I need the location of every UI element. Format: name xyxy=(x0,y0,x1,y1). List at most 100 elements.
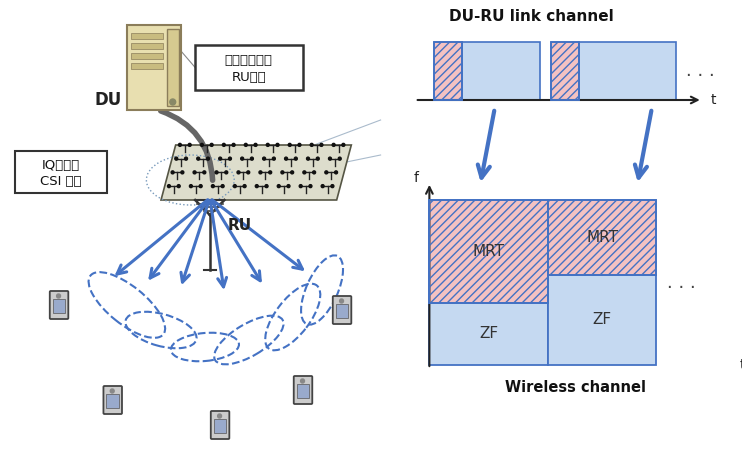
Circle shape xyxy=(181,171,184,174)
Text: MRT: MRT xyxy=(473,244,505,259)
Circle shape xyxy=(219,157,222,160)
Circle shape xyxy=(325,171,328,174)
Circle shape xyxy=(203,171,206,174)
Circle shape xyxy=(233,185,236,187)
Text: t: t xyxy=(740,358,742,372)
Text: CSI 교환: CSI 교환 xyxy=(40,175,82,188)
Text: . . .: . . . xyxy=(686,62,715,80)
FancyBboxPatch shape xyxy=(195,45,303,90)
Circle shape xyxy=(179,143,181,146)
Circle shape xyxy=(316,157,319,160)
Circle shape xyxy=(200,143,203,146)
Circle shape xyxy=(312,171,315,174)
Bar xyxy=(131,43,163,49)
Circle shape xyxy=(335,171,338,174)
Circle shape xyxy=(240,157,243,160)
Circle shape xyxy=(255,185,258,187)
Circle shape xyxy=(272,157,275,160)
Circle shape xyxy=(243,185,246,187)
Circle shape xyxy=(265,185,268,187)
Text: ZF: ZF xyxy=(593,312,611,327)
Bar xyxy=(335,304,349,318)
Text: ZF: ZF xyxy=(479,326,499,341)
Circle shape xyxy=(189,185,192,187)
Bar xyxy=(462,42,539,100)
Bar xyxy=(579,42,676,100)
Bar xyxy=(430,303,548,365)
Circle shape xyxy=(263,157,266,160)
Circle shape xyxy=(332,143,335,146)
Circle shape xyxy=(309,185,312,187)
Circle shape xyxy=(251,157,253,160)
Text: f: f xyxy=(413,171,418,185)
Circle shape xyxy=(288,143,291,146)
Bar xyxy=(548,200,656,275)
Circle shape xyxy=(197,157,200,160)
Bar xyxy=(131,53,163,59)
Circle shape xyxy=(342,143,345,146)
Circle shape xyxy=(291,171,294,174)
Circle shape xyxy=(225,171,228,174)
FancyBboxPatch shape xyxy=(127,25,180,110)
Circle shape xyxy=(210,143,213,146)
FancyBboxPatch shape xyxy=(332,296,351,324)
Circle shape xyxy=(310,143,313,146)
FancyBboxPatch shape xyxy=(50,291,68,319)
Circle shape xyxy=(217,414,222,418)
Bar xyxy=(131,33,163,39)
Circle shape xyxy=(331,185,334,187)
Circle shape xyxy=(185,157,188,160)
Circle shape xyxy=(266,143,269,146)
FancyBboxPatch shape xyxy=(167,29,179,106)
Circle shape xyxy=(321,185,324,187)
Circle shape xyxy=(188,143,191,146)
Bar xyxy=(434,42,462,100)
Circle shape xyxy=(168,185,171,187)
Bar xyxy=(551,42,579,100)
Circle shape xyxy=(221,185,224,187)
Bar xyxy=(131,63,163,69)
FancyBboxPatch shape xyxy=(103,386,122,414)
Circle shape xyxy=(306,157,309,160)
Circle shape xyxy=(259,171,262,174)
Circle shape xyxy=(171,171,174,174)
Text: t: t xyxy=(710,93,716,107)
Circle shape xyxy=(244,143,247,146)
Bar xyxy=(214,419,226,433)
Text: Wireless channel: Wireless channel xyxy=(505,379,646,394)
Circle shape xyxy=(269,171,272,174)
Circle shape xyxy=(299,185,302,187)
Bar xyxy=(297,384,309,398)
Bar xyxy=(430,200,548,303)
Circle shape xyxy=(295,157,298,160)
Circle shape xyxy=(298,143,301,146)
Bar xyxy=(53,299,65,313)
Circle shape xyxy=(56,294,61,298)
Circle shape xyxy=(276,143,279,146)
Bar xyxy=(551,42,579,100)
Circle shape xyxy=(170,99,176,105)
Circle shape xyxy=(215,171,218,174)
Circle shape xyxy=(340,299,344,303)
FancyBboxPatch shape xyxy=(15,151,108,193)
Circle shape xyxy=(303,171,306,174)
Circle shape xyxy=(177,185,180,187)
Circle shape xyxy=(229,157,232,160)
Circle shape xyxy=(199,185,202,187)
FancyBboxPatch shape xyxy=(211,411,229,439)
Circle shape xyxy=(211,185,214,187)
Text: MRT: MRT xyxy=(586,230,618,245)
Circle shape xyxy=(206,157,209,160)
Bar xyxy=(548,275,656,365)
Circle shape xyxy=(237,171,240,174)
Bar xyxy=(548,200,656,275)
Bar xyxy=(430,200,548,303)
Text: RU: RU xyxy=(227,218,252,233)
Text: IQ데이터: IQ데이터 xyxy=(42,159,80,172)
Bar xyxy=(551,42,579,100)
Circle shape xyxy=(320,143,323,146)
FancyBboxPatch shape xyxy=(294,376,312,404)
Bar xyxy=(430,200,548,303)
Circle shape xyxy=(111,389,114,393)
Text: RU제어: RU제어 xyxy=(232,71,266,84)
